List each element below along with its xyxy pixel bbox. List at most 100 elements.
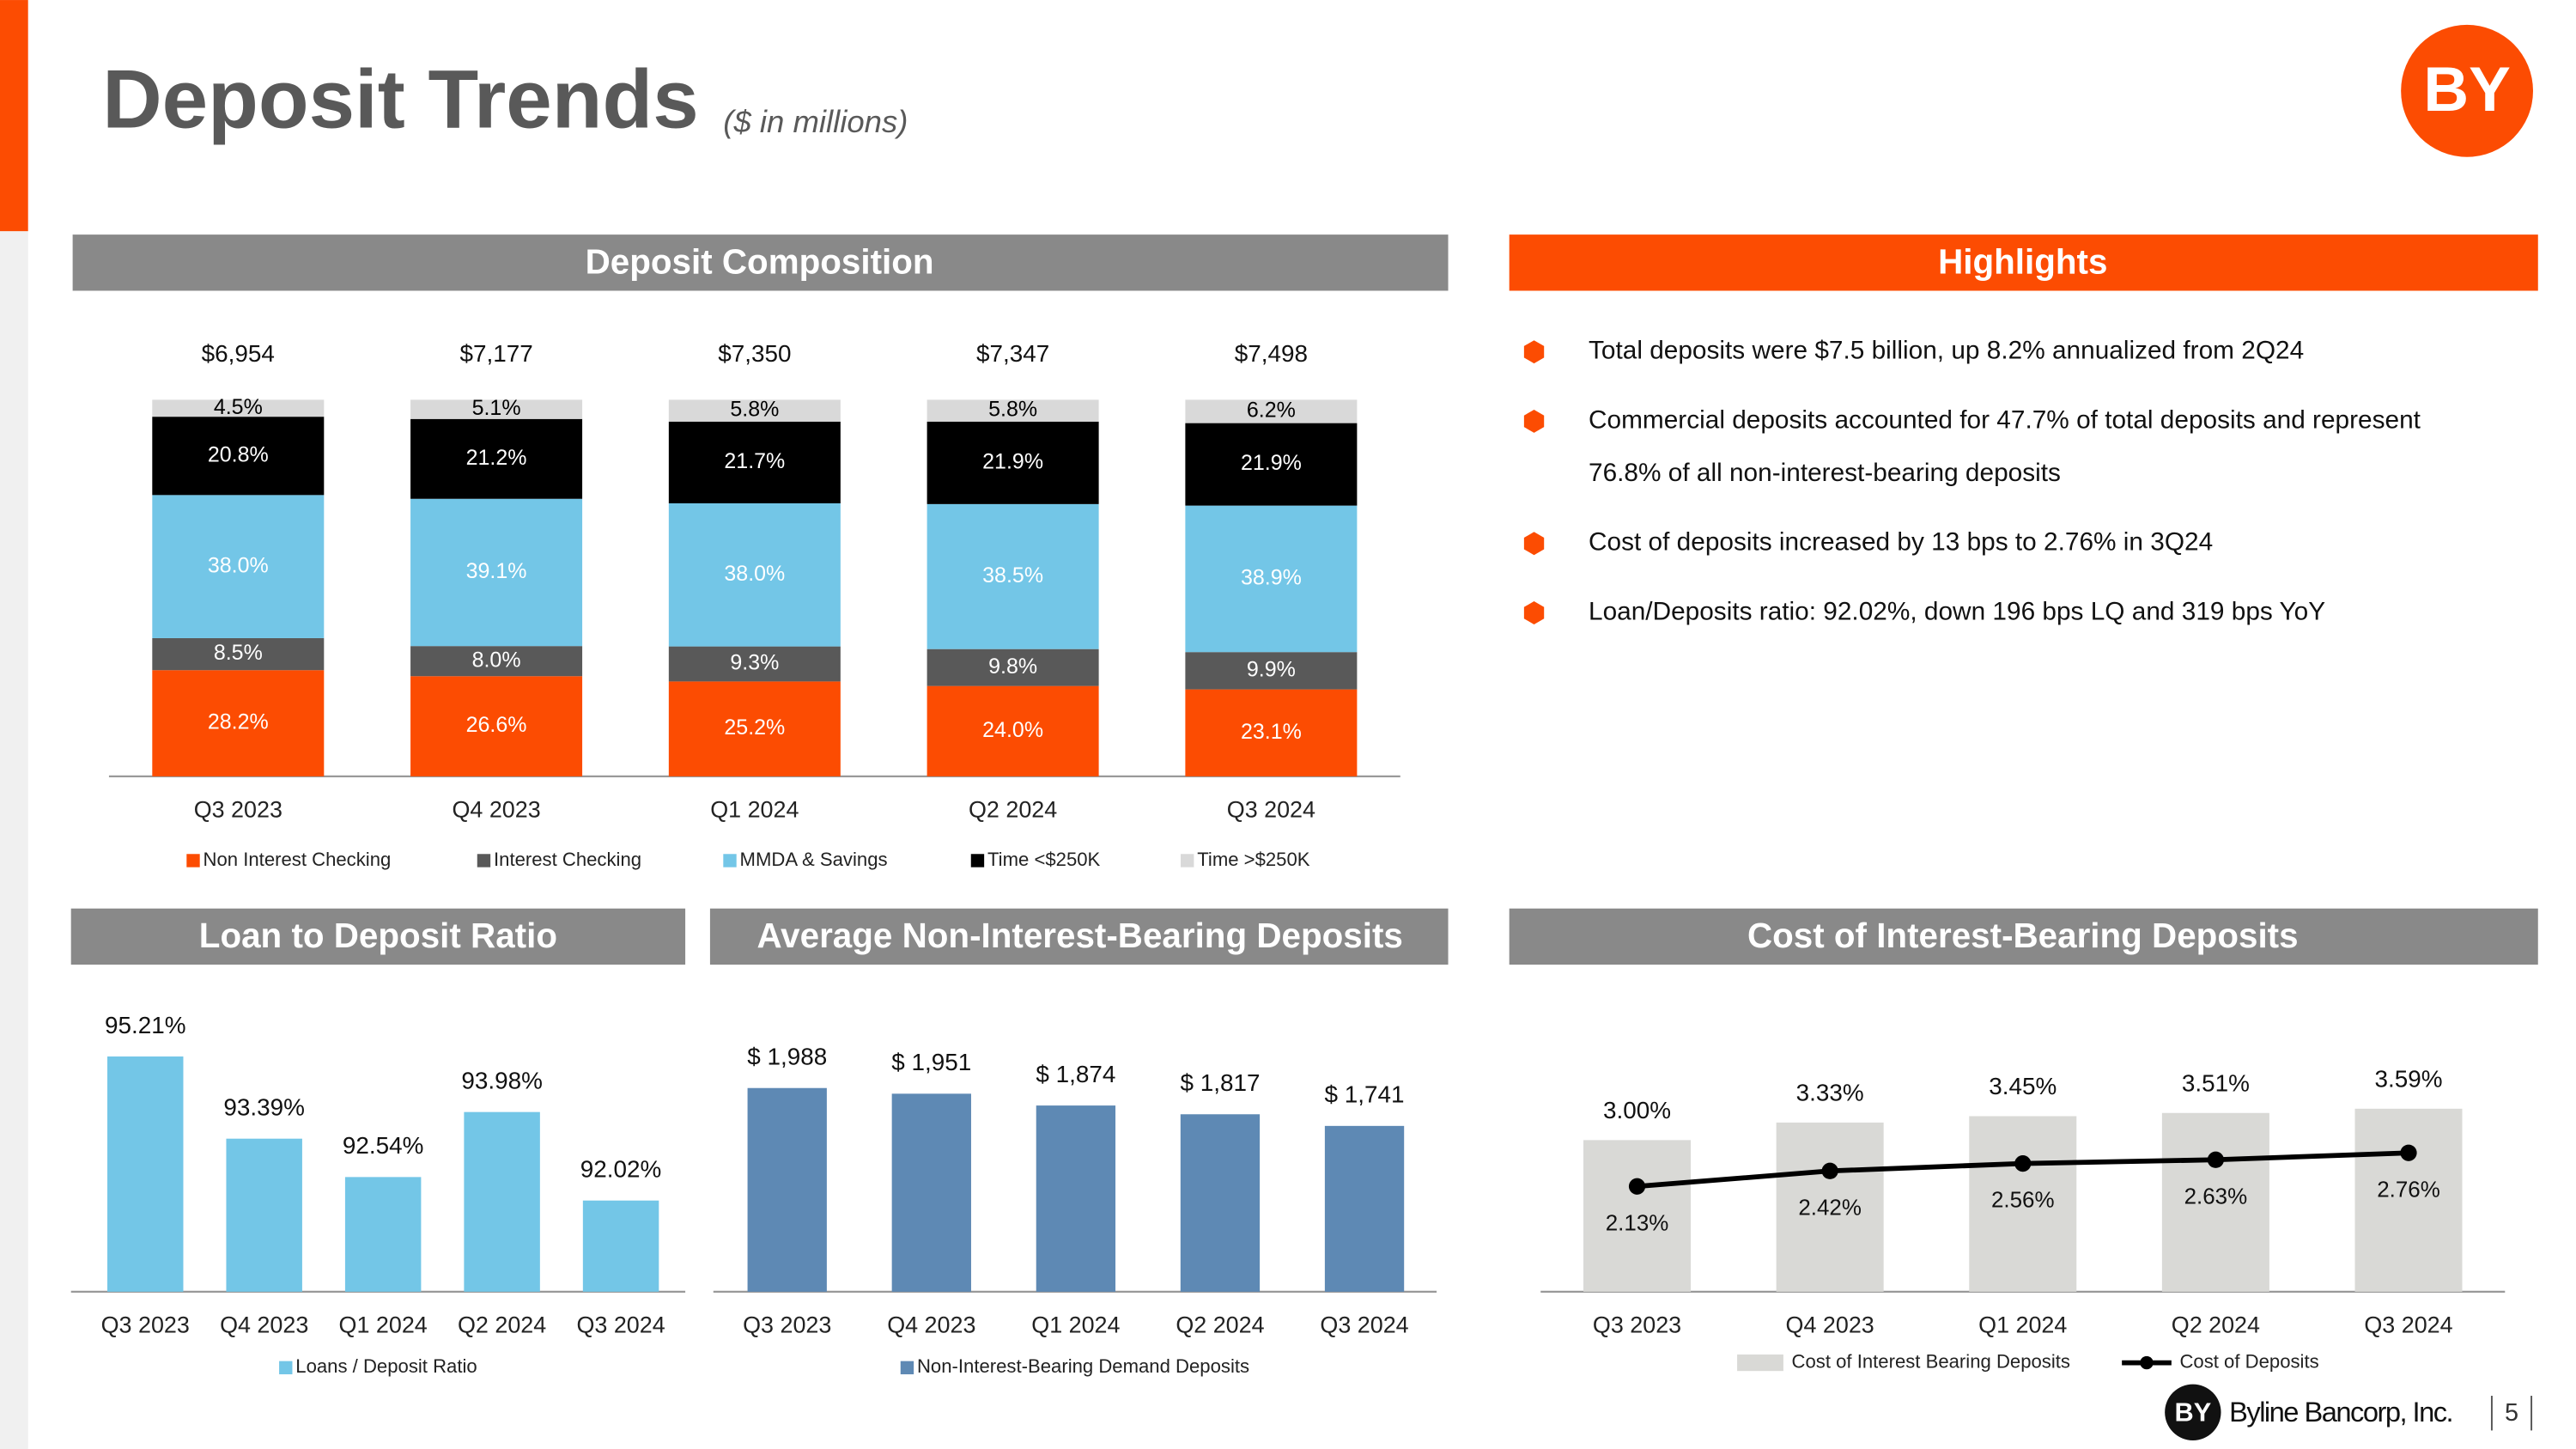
bar-segment (668, 399, 841, 422)
bar-segment (152, 399, 325, 417)
logo-circle (2401, 24, 2533, 157)
bar (1036, 1105, 1116, 1292)
highlight-text: Total deposits were $7.5 billion, up 8.2… (1589, 337, 2304, 365)
data-label: 38.5% (982, 563, 1043, 588)
data-label: 21.9% (982, 449, 1043, 473)
panel-title: Cost of Interest-Bearing Deposits (1747, 916, 2299, 955)
data-label: 21.9% (1241, 451, 1302, 475)
data-label: 2.56% (1991, 1187, 2055, 1213)
data-label: 5.1% (472, 396, 521, 420)
bullet (1523, 409, 1545, 433)
accent-bar (0, 0, 28, 232)
x-tick-label: Q4 2023 (887, 1312, 975, 1337)
bar-segment (1185, 423, 1358, 506)
data-label: 2.76% (2377, 1176, 2440, 1202)
data-label: $ 1,817 (1180, 1069, 1260, 1096)
bar (2161, 1112, 2269, 1292)
highlight-text: Commercial deposits accounted for 47.7% … (1589, 405, 2421, 434)
data-label: 93.98% (461, 1067, 543, 1093)
panel-header (70, 908, 686, 965)
bar-segment (410, 498, 583, 647)
data-label: 5.8% (988, 398, 1037, 422)
line-marker (1821, 1162, 1838, 1179)
data-label: $ 1,988 (747, 1043, 827, 1069)
x-tick-label: Q3 2023 (194, 796, 283, 822)
data-label: 3.59% (2374, 1065, 2442, 1092)
slide-title: Deposit Trends (102, 54, 698, 146)
bar (582, 1200, 659, 1292)
highlight-text: 76.8% of all non-interest-bearing deposi… (1589, 459, 2061, 487)
bar-segment (152, 495, 325, 638)
x-tick-label: Q2 2024 (1176, 1312, 1264, 1337)
data-label: $ 1,874 (1036, 1061, 1115, 1087)
data-label: 3.45% (1989, 1073, 2057, 1099)
total-label: $7,177 (459, 340, 532, 367)
data-label: 2.42% (1798, 1194, 1862, 1220)
line-marker (2014, 1154, 2032, 1172)
data-label: 5.8% (730, 398, 779, 422)
bar-segment (668, 646, 841, 682)
legend-label: Time <$250K (987, 849, 1101, 870)
bar-segment (1185, 399, 1358, 423)
data-label: $ 1,741 (1325, 1081, 1405, 1108)
data-label: 9.8% (988, 654, 1037, 679)
legend-swatch (970, 854, 985, 868)
legend-swatch (2140, 1355, 2154, 1370)
x-tick-label: Q1 2024 (339, 1312, 428, 1337)
panel-title: Highlights (1938, 241, 2107, 281)
data-label: 2.63% (2184, 1183, 2248, 1209)
total-label: $7,498 (1235, 340, 1308, 367)
line-marker (2207, 1151, 2224, 1168)
data-label: 93.39% (223, 1093, 305, 1120)
data-label: 8.5% (214, 641, 263, 665)
data-label: 24.0% (982, 718, 1043, 742)
x-tick-label: Q3 2024 (2364, 1312, 2452, 1337)
x-tick-label: Q3 2024 (576, 1312, 665, 1337)
data-label: 38.0% (208, 553, 269, 577)
data-label: 26.6% (466, 713, 527, 737)
legend-label: Cost of Deposits (2179, 1350, 2318, 1372)
line-marker (2400, 1144, 2417, 1161)
bar-segment (927, 421, 1099, 504)
panel-header (1509, 908, 2538, 965)
panel-title: Loan to Deposit Ratio (199, 916, 557, 955)
bar-segment (668, 421, 841, 503)
data-label: 6.2% (1247, 399, 1296, 423)
x-tick-label: Q2 2024 (458, 1312, 546, 1337)
data-label: 38.0% (724, 562, 785, 586)
x-tick-label: Q3 2023 (1593, 1312, 1681, 1337)
data-label: 23.1% (1241, 720, 1302, 744)
legend-swatch (279, 1361, 293, 1375)
bullet (1523, 532, 1545, 556)
legend-swatch (1737, 1354, 1783, 1372)
bar (891, 1093, 971, 1292)
bar (1969, 1116, 2077, 1292)
panel-title: Average Non-Interest-Bearing Deposits (757, 916, 1403, 955)
footer-company: Byline Bancorp, Inc. (2229, 1396, 2452, 1428)
x-tick-label: Q3 2024 (1320, 1312, 1408, 1337)
x-tick-label: Q4 2023 (220, 1312, 308, 1337)
data-label: 9.3% (730, 651, 779, 675)
bar-segment (1185, 652, 1358, 690)
bar-segment (927, 685, 1099, 776)
x-tick-label: Q3 2024 (1227, 796, 1315, 822)
footer-logo-circle (2165, 1384, 2221, 1440)
x-tick-label: Q1 2024 (1978, 1312, 2067, 1337)
legend-label: Loans / Deposit Ratio (295, 1355, 477, 1377)
side-strip (0, 231, 28, 1449)
bar (344, 1177, 422, 1292)
highlight-text: Loan/Deposits ratio: 92.02%, down 196 bp… (1589, 597, 2325, 625)
panel-header (709, 908, 1449, 965)
x-tick-label: Q4 2023 (1786, 1312, 1874, 1337)
data-label: 2.13% (1606, 1209, 1669, 1235)
bar-segment (927, 399, 1099, 422)
x-tick-label: Q2 2024 (969, 796, 1057, 822)
data-label: 92.54% (343, 1132, 424, 1159)
panel-header (1509, 234, 2538, 291)
x-tick-label: Q1 2024 (710, 796, 799, 822)
legend-swatch (1181, 854, 1194, 868)
bar-segment (927, 503, 1099, 649)
data-label: 21.2% (466, 446, 527, 470)
data-label: $ 1,951 (891, 1049, 971, 1075)
